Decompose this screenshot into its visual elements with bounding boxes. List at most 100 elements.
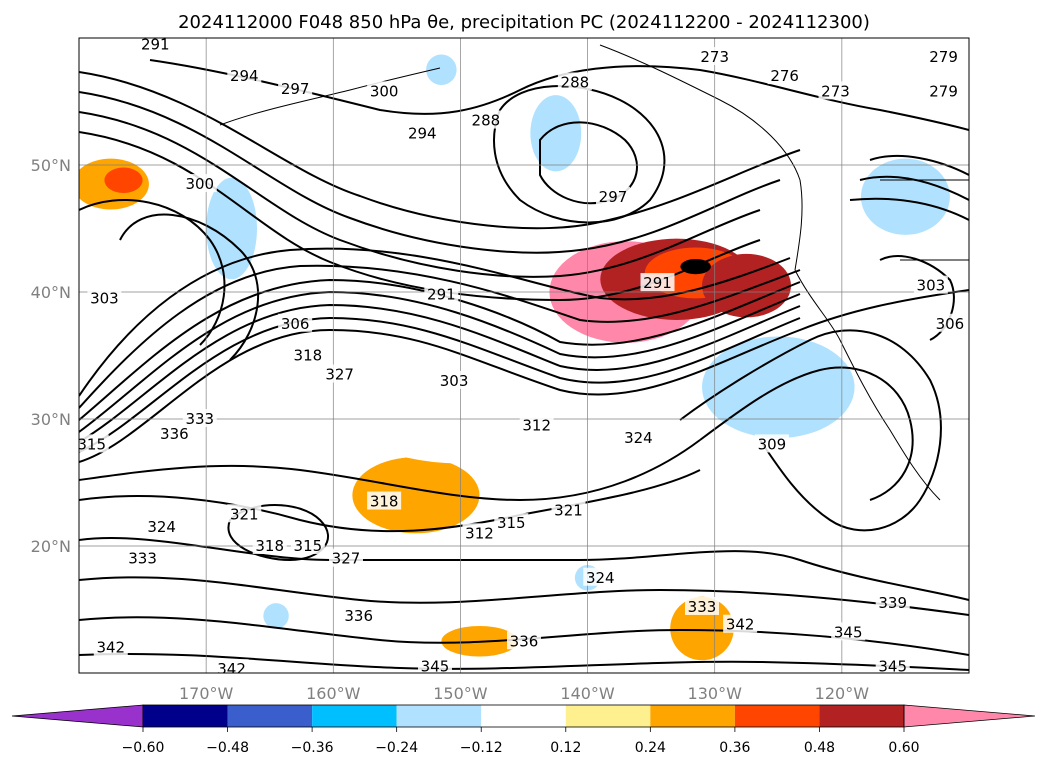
contour-label-bg bbox=[290, 536, 325, 554]
contour-label: 345 bbox=[421, 658, 450, 676]
contour-label-bg bbox=[494, 513, 529, 532]
colorbar-tick-label: 0.48 bbox=[804, 740, 835, 756]
contour-label: 303 bbox=[90, 289, 119, 307]
contour-line bbox=[79, 316, 801, 453]
contour-line bbox=[79, 264, 801, 409]
contour-label: 315 bbox=[497, 514, 526, 532]
contour-label: 333 bbox=[128, 550, 157, 568]
contour-label-bg bbox=[596, 186, 630, 205]
contour-label: 339 bbox=[878, 594, 907, 612]
contour-label: 327 bbox=[325, 366, 354, 384]
lon-tick-label: 170°W bbox=[179, 684, 234, 703]
contour-label-bg bbox=[79, 434, 109, 453]
contour-label: 315 bbox=[294, 537, 323, 555]
colorbar-bin bbox=[819, 705, 904, 727]
lon-tick-label: 150°W bbox=[433, 684, 488, 703]
precip-area bbox=[530, 95, 582, 172]
contour-label-bg bbox=[367, 491, 402, 510]
contour-label-bg bbox=[926, 81, 961, 100]
latitude-ticks: 20°N 30°N 40°N 50°N bbox=[31, 156, 71, 556]
contour-line bbox=[79, 469, 701, 533]
lon-tick-label: 120°W bbox=[815, 684, 870, 703]
contour-label: 336 bbox=[510, 632, 539, 650]
contour-label: 342 bbox=[726, 616, 755, 634]
chart-title: 2024112000 F048 850 hPa θe, precipitatio… bbox=[178, 12, 870, 33]
contour-line bbox=[79, 91, 781, 254]
border-line bbox=[880, 179, 969, 261]
colorbar-bin bbox=[650, 705, 735, 727]
contour-label: 318 bbox=[370, 493, 399, 511]
contour-line bbox=[869, 154, 969, 176]
contour-label-bg bbox=[437, 370, 472, 389]
contour-label-bg bbox=[322, 364, 357, 383]
contour-label-bg bbox=[424, 284, 459, 303]
colorbar-tick-label: 0.24 bbox=[635, 740, 666, 756]
contour-label-bg bbox=[519, 415, 554, 434]
contour-label: 342 bbox=[96, 639, 125, 657]
contour-label-bg bbox=[583, 567, 618, 586]
contour-label-bg bbox=[252, 536, 287, 554]
contour-label-bg bbox=[290, 345, 325, 364]
contour-label-bg bbox=[468, 110, 503, 129]
contour-label-bg bbox=[462, 523, 497, 542]
contour-line bbox=[849, 197, 969, 221]
contour-line bbox=[227, 504, 330, 562]
contour-line bbox=[79, 289, 969, 463]
contour-line bbox=[539, 121, 638, 205]
contour-label: 279 bbox=[929, 48, 958, 66]
contour-labels: 291 294 297 300 288 273 276 273 279 279 294 288 300 2… bbox=[77, 38, 967, 676]
contour-label: 345 bbox=[834, 623, 863, 641]
contour-label: 318 bbox=[294, 347, 323, 365]
contour-line bbox=[679, 329, 942, 532]
contour-label: 324 bbox=[586, 569, 615, 587]
contour-label-bg bbox=[640, 273, 675, 292]
contour-line bbox=[79, 303, 801, 443]
contour-label: 303 bbox=[440, 372, 469, 390]
colorbar-bin bbox=[565, 705, 651, 727]
contour-label-bg bbox=[182, 409, 217, 427]
contour-label-bg bbox=[818, 81, 853, 100]
colorbar-outline bbox=[142, 704, 905, 728]
contour-label: 306 bbox=[281, 315, 310, 333]
contour-label: 324 bbox=[624, 429, 653, 447]
contour-line bbox=[79, 576, 969, 616]
contour-label-bg bbox=[405, 123, 440, 142]
contour-label: 297 bbox=[281, 80, 310, 98]
contour-label-bg bbox=[875, 593, 910, 612]
contour-label: 321 bbox=[230, 505, 259, 523]
contour-label-bg bbox=[723, 614, 758, 633]
contour-label-bg bbox=[278, 78, 313, 97]
contour-line bbox=[119, 213, 260, 361]
contour-label-bg bbox=[278, 313, 313, 332]
lat-tick-label: 50°N bbox=[31, 156, 71, 175]
contour-label-bg bbox=[367, 81, 402, 100]
colorbar-bin bbox=[312, 705, 397, 727]
colorbar-tick-label: −0.36 bbox=[291, 740, 334, 756]
longitude-ticks: 170°W 160°W 150°W 140°W 130°W 120°W bbox=[179, 684, 869, 703]
coastline bbox=[794, 269, 941, 501]
contour-label: 327 bbox=[332, 550, 361, 568]
coastline bbox=[219, 67, 441, 126]
colorbar-tick-label: −0.12 bbox=[460, 740, 503, 756]
colorbar-extend-max bbox=[903, 704, 1036, 728]
contour-label-bg bbox=[227, 66, 262, 85]
contour-label-bg bbox=[875, 656, 910, 673]
gridlines bbox=[79, 38, 969, 673]
contour-label: 303 bbox=[917, 277, 946, 295]
contour-label: 294 bbox=[408, 124, 437, 142]
contour-label: 306 bbox=[936, 315, 965, 333]
contour-label: 315 bbox=[77, 435, 106, 453]
contour-line bbox=[79, 653, 969, 671]
colorbar-tick-label: 0.12 bbox=[550, 740, 581, 756]
contour-label-bg bbox=[913, 275, 948, 294]
contour-label: 345 bbox=[878, 658, 907, 676]
contour-label-bg bbox=[227, 504, 262, 523]
colorbar-bin bbox=[143, 705, 228, 727]
colorbar-bin bbox=[481, 705, 566, 727]
contour-label-bg bbox=[157, 424, 192, 443]
precip-area bbox=[426, 54, 457, 85]
contour-label: 300 bbox=[185, 175, 214, 193]
contour-label-bg bbox=[926, 47, 961, 66]
contour-label-bg bbox=[767, 66, 802, 85]
